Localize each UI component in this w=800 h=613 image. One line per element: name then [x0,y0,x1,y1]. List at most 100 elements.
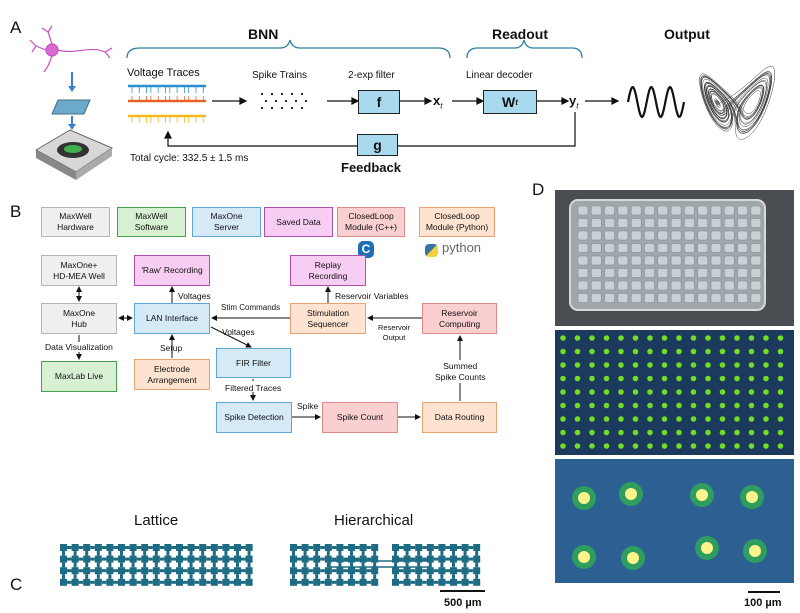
voltage-traces [128,84,206,123]
fluorescent-node [603,375,610,382]
node-square [359,567,367,575]
mea-chip-icon [51,99,91,115]
fluorescent-node [763,335,769,341]
node-square [141,567,149,575]
plate-well [577,255,589,266]
plate-well [724,230,735,241]
v-link [463,562,467,568]
node-square [415,567,423,575]
plate-well [591,243,602,253]
h-link [433,569,439,573]
h-link [297,569,302,573]
cell-cluster [749,545,761,557]
node-square [403,555,411,563]
node-square [290,555,297,563]
node-square [118,578,125,586]
node-square [461,555,469,563]
feedback-g-box: g [357,134,398,156]
v-link [292,562,295,568]
fluorescent-node [705,335,711,341]
node-square [403,544,411,551]
box-line1: MaxOne [62,307,96,318]
v-link [303,551,307,556]
h-link [217,546,223,549]
fluorescent-node [647,335,653,341]
node-square [210,578,218,586]
node-square [210,544,218,551]
v-link [120,562,123,568]
fluorescent-node [676,389,682,395]
h-link [217,580,223,584]
box-line2: Arrangement [147,374,197,385]
h-link [366,546,372,549]
legend-line2: Hardware [57,222,94,232]
fluorescent-node [734,389,740,395]
v-link [292,551,295,556]
fluorescent-node [574,429,581,436]
output-title: Output [664,26,710,42]
node-square [359,544,367,551]
node-square [290,578,297,586]
plate-well [710,280,722,291]
legend-text: MaxOne Server [210,211,242,232]
fluorescent-node [748,335,755,341]
fluorescent-node [734,402,740,409]
node-square [141,544,149,551]
h-link [343,580,348,584]
legend-text: MaxWell Software [135,211,169,232]
h-link [241,569,246,573]
plate-well [750,230,762,241]
h-link [101,569,107,573]
attractor-trajectory [699,65,775,140]
node-square [222,567,230,575]
filter-f-box: f [358,90,400,114]
v-link [154,574,158,579]
hierarchical-pattern [290,544,481,586]
plate-well [657,230,669,241]
fluorescent-node [603,335,610,341]
v-link [475,551,479,556]
v-link [96,551,100,556]
fluorescent-node [763,375,769,382]
v-link [326,574,330,579]
node-square [403,578,411,586]
plate-well [591,280,602,291]
box-electrode-arrangement: Electrode Arrangement [134,359,210,390]
h-link [125,580,130,584]
hierarchical-bridge [329,560,431,568]
fluorescent-node [719,375,726,382]
v-link [361,574,365,579]
fluorescent-node [603,348,610,355]
h-link [410,580,416,584]
node-square [313,578,321,586]
h-link [101,580,107,584]
plate-well [591,268,602,278]
node-square [199,544,207,551]
h-link [136,580,142,584]
node-square [392,555,399,563]
fluorescent-node [777,335,784,341]
fluorescent-node [574,335,581,341]
h-link [183,580,188,584]
plate-well [684,280,695,291]
h-link [90,569,95,573]
v-link [224,562,228,568]
plate-well [670,280,682,291]
node-square [245,544,253,551]
plate-well [577,268,589,278]
h-link [67,569,72,573]
edge-label-filtered-traces: Filtered Traces [225,383,282,393]
node-square [324,567,332,575]
w-subscript: t [515,97,518,107]
fluorescent-node [705,348,711,355]
h-link [468,557,474,561]
plate-well [670,243,682,253]
bnn-brace [126,39,451,59]
plate-well [697,255,708,266]
legend-maxone-server: MaxOne Server [192,207,261,237]
fluorescent-node [560,335,566,341]
v-link [201,562,205,568]
h-link [320,557,325,561]
fluorescent-node [618,443,624,449]
cell-cluster [578,492,590,504]
